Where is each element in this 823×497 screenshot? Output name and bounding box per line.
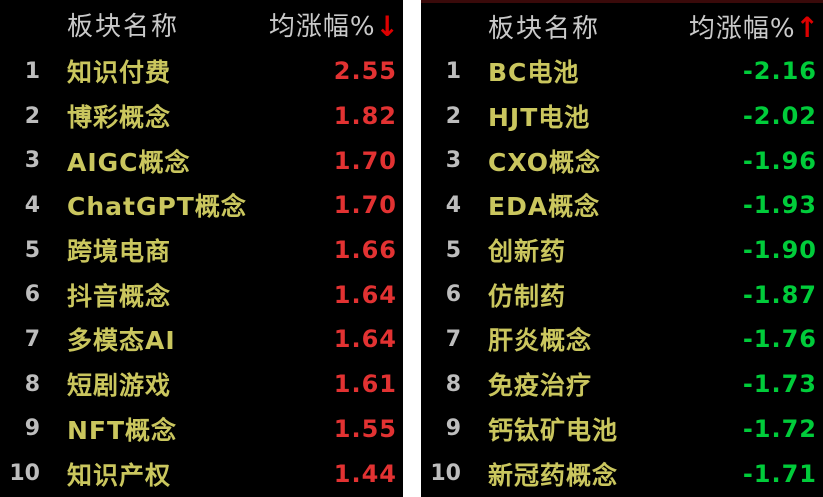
sector-change-value: -1.76 <box>742 325 817 354</box>
sector-name: ChatGPT概念 <box>67 192 247 222</box>
table-row[interactable]: 6 仿制药 -1.87 <box>421 272 823 317</box>
table-row[interactable]: 1 BC电池 -2.16 <box>421 49 823 94</box>
sector-name: 跨境电商 <box>67 237 172 267</box>
sector-name: 钙钛矿电池 <box>488 415 619 445</box>
table-row[interactable]: 2 博彩概念 1.82 <box>0 94 403 139</box>
sector-change-value: 1.66 <box>333 236 397 265</box>
table-row[interactable]: 8 免疫治疗 -1.73 <box>421 362 823 407</box>
sector-change-value: 1.82 <box>333 102 397 131</box>
sector-name: 博彩概念 <box>67 103 172 133</box>
row-rank: 7 <box>445 326 461 352</box>
column-header-avg-change[interactable]: 均涨幅% ↑ <box>689 8 823 45</box>
sector-change-value: 1.70 <box>333 191 397 220</box>
sector-change-value: -2.16 <box>742 57 817 86</box>
sector-change-value: -1.72 <box>742 414 817 443</box>
row-rank: 1 <box>24 58 40 84</box>
table-row[interactable]: 7 肝炎概念 -1.76 <box>421 317 823 362</box>
sector-change-value: 1.44 <box>333 459 397 488</box>
sector-change-value: 1.64 <box>333 325 397 354</box>
sector-name: EDA概念 <box>488 192 601 222</box>
sector-name: BC电池 <box>488 58 580 88</box>
sector-change-value: -1.93 <box>742 191 817 220</box>
sector-name: AIGC概念 <box>67 147 191 177</box>
sector-change-value: 1.61 <box>333 370 397 399</box>
column-header-avg-change[interactable]: 均涨幅% ↓ <box>269 6 403 43</box>
row-rank: 6 <box>445 282 461 308</box>
row-rank: 2 <box>24 103 40 129</box>
sector-change-value: 1.55 <box>333 414 397 443</box>
sector-name: 仿制药 <box>488 281 567 311</box>
sector-name: 抖音概念 <box>67 281 172 311</box>
gainers-panel: 板块名称 均涨幅% ↓ 1 知识付费 2.55 2 博彩概念 1.82 3 AI… <box>0 0 403 497</box>
table-row[interactable]: 3 AIGC概念 1.70 <box>0 138 403 183</box>
row-rank: 10 <box>9 461 40 487</box>
row-rank: 9 <box>445 416 461 442</box>
table-row[interactable]: 3 CXO概念 -1.96 <box>421 138 823 183</box>
losers-panel: 板块名称 均涨幅% ↑ 1 BC电池 -2.16 2 HJT电池 -2.02 3… <box>421 0 823 497</box>
table-row[interactable]: 4 EDA概念 -1.93 <box>421 183 823 228</box>
sector-name: 新冠药概念 <box>488 460 619 490</box>
sector-name: 肝炎概念 <box>488 326 593 356</box>
sector-change-value: 1.64 <box>333 280 397 309</box>
column-header-sector-name[interactable]: 板块名称 <box>488 13 601 44</box>
row-rank: 10 <box>430 461 461 487</box>
sector-change-value: -1.73 <box>742 370 817 399</box>
sector-name: 创新药 <box>488 237 567 267</box>
sort-ascending-icon: ↑ <box>795 11 820 44</box>
sector-name: 短剧游戏 <box>67 371 172 401</box>
avg-change-label: 均涨幅% <box>268 12 376 42</box>
table-row[interactable]: 6 抖音概念 1.64 <box>0 272 403 317</box>
table-row[interactable]: 9 NFT概念 1.55 <box>0 407 403 452</box>
sector-name: 免疫治疗 <box>488 371 593 401</box>
table-row[interactable]: 1 知识付费 2.55 <box>0 49 403 94</box>
sector-change-value: -1.96 <box>742 146 817 175</box>
table-row[interactable]: 10 知识产权 1.44 <box>0 451 403 496</box>
sector-name: 知识产权 <box>67 460 172 490</box>
table-row[interactable]: 9 钙钛矿电池 -1.72 <box>421 407 823 452</box>
losers-table-header: 板块名称 均涨幅% ↑ <box>421 3 823 49</box>
row-rank: 5 <box>24 237 40 263</box>
table-row[interactable]: 2 HJT电池 -2.02 <box>421 94 823 139</box>
row-rank: 2 <box>445 103 461 129</box>
row-rank: 4 <box>445 192 461 218</box>
sector-change-value: -1.90 <box>742 236 817 265</box>
row-rank: 3 <box>445 148 461 174</box>
table-row[interactable]: 5 创新药 -1.90 <box>421 228 823 273</box>
table-row[interactable]: 8 短剧游戏 1.61 <box>0 362 403 407</box>
row-rank: 9 <box>24 416 40 442</box>
row-rank: 5 <box>445 237 461 263</box>
gainers-table-header: 板块名称 均涨幅% ↓ <box>0 0 403 49</box>
row-rank: 8 <box>24 371 40 397</box>
sector-change-value: -1.87 <box>742 280 817 309</box>
panel-divider <box>403 0 421 497</box>
row-rank: 7 <box>24 326 40 352</box>
column-header-sector-name[interactable]: 板块名称 <box>67 12 180 42</box>
sector-change-value: -1.71 <box>742 459 817 488</box>
sector-name: HJT电池 <box>488 103 591 133</box>
sector-name: 多模态AI <box>67 326 176 356</box>
avg-change-label: 均涨幅% <box>688 13 796 44</box>
table-row[interactable]: 10 新冠药概念 -1.71 <box>421 451 823 496</box>
table-row[interactable]: 5 跨境电商 1.66 <box>0 228 403 273</box>
sector-change-value: 2.55 <box>333 57 397 86</box>
sort-descending-icon: ↓ <box>375 9 400 43</box>
table-row[interactable]: 7 多模态AI 1.64 <box>0 317 403 362</box>
table-row[interactable]: 4 ChatGPT概念 1.70 <box>0 183 403 228</box>
row-rank: 1 <box>445 58 461 84</box>
sector-name: CXO概念 <box>488 147 601 177</box>
row-rank: 6 <box>24 282 40 308</box>
sector-change-value: 1.70 <box>333 146 397 175</box>
row-rank: 8 <box>445 371 461 397</box>
sector-name: NFT概念 <box>67 415 178 445</box>
row-rank: 3 <box>24 148 40 174</box>
sector-change-value: -2.02 <box>742 102 817 131</box>
sector-name: 知识付费 <box>67 58 172 88</box>
row-rank: 4 <box>24 192 40 218</box>
